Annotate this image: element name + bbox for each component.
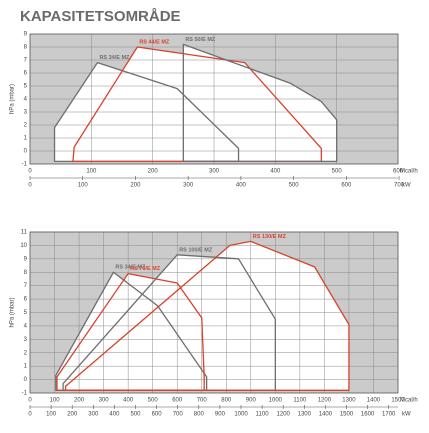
series-label: RS 44/E MZ: [139, 39, 170, 45]
x-tick-label: 0: [28, 398, 32, 404]
x2-tick-label: 500: [289, 183, 300, 189]
x-tick-label: 200: [74, 398, 85, 404]
series-label: RS 34/E MZ: [99, 55, 130, 61]
y-tick-label: 5: [24, 310, 28, 316]
x2-tick-label: 1000: [234, 412, 248, 418]
x2-tick-label: 1100: [256, 412, 270, 418]
x2-tick-label: 400: [109, 412, 120, 418]
capacity-curve: [64, 240, 350, 391]
area-fill: [65, 241, 349, 391]
y-tick-label: 10: [20, 243, 27, 249]
x2-tick-label: 800: [194, 412, 205, 418]
x-tick-label: 700: [197, 398, 208, 404]
plot-frame: [29, 231, 399, 394]
y-tick-label: -1: [22, 391, 28, 397]
series-label: RS 100/E MZ: [179, 247, 213, 253]
plot-frame: [29, 33, 399, 165]
y-tick-label: 2: [24, 350, 28, 356]
x2-tick-label: 0: [28, 412, 32, 418]
series-label: RS 130/E MZ: [253, 234, 287, 240]
y-tick-label: 0: [24, 377, 28, 383]
y-tick-label: 2: [24, 123, 28, 129]
x2-tick-label: 1300: [298, 412, 312, 418]
x-tick-label: 1000: [269, 398, 283, 404]
x2-tick-label: 200: [67, 412, 78, 418]
x-unit: Mcal/h: [400, 398, 418, 404]
y-tick-label: 7: [24, 283, 28, 289]
x-tick-label: 500: [148, 398, 159, 404]
y-tick-label: 9: [24, 256, 28, 262]
y-tick-label: 3: [24, 110, 28, 116]
x2-tick-label: 600: [341, 183, 352, 189]
x-tick-label: 500: [332, 169, 343, 175]
y-tick-label: 4: [24, 323, 28, 329]
series-label: RS 34/E MZ: [115, 265, 146, 271]
y-tick-label: 1: [24, 364, 28, 370]
y-axis-label: hPa (mbar): [10, 84, 16, 114]
capacity-curve: [182, 43, 338, 163]
x-tick-label: 300: [209, 169, 220, 175]
capacity-curve: [56, 272, 205, 391]
y-tick-label: 1: [24, 136, 28, 142]
y-tick-label: 0: [24, 149, 28, 155]
x2-unit: kW: [402, 412, 411, 418]
x-tick-label: 300: [99, 398, 110, 404]
x-tick-label: 900: [246, 398, 257, 404]
x2-tick-label: 300: [88, 412, 99, 418]
x-unit: Mcal/h: [400, 169, 418, 175]
x2-tick-label: 600: [152, 412, 163, 418]
series-label: RS 70/E MZ: [130, 266, 161, 272]
y-tick-label: 9: [24, 32, 28, 38]
x2-tick-label: 700: [173, 412, 184, 418]
x2-tick-label: 300: [183, 183, 194, 189]
x2-tick-label: 1200: [277, 412, 291, 418]
x-tick-label: 1500: [391, 398, 405, 404]
y-tick-label: 6: [24, 71, 28, 77]
x-tick-label: 800: [221, 398, 232, 404]
x-tick-label: 600: [172, 398, 183, 404]
x2-unit: kW: [402, 183, 411, 189]
y-tick-label: 5: [24, 84, 28, 90]
y-tick-label: 11: [21, 230, 28, 236]
y-tick-label: 6: [24, 297, 28, 303]
x-tick-label: 100: [50, 398, 61, 404]
x2-tick-label: 1600: [361, 412, 375, 418]
x2-tick-label: 0: [28, 183, 32, 189]
y-tick-label: 8: [24, 270, 28, 276]
series-label: RS 50/E MZ: [185, 37, 216, 43]
x-tick-label: 1100: [293, 398, 307, 404]
x2-tick-label: 1500: [340, 412, 354, 418]
x-tick-label: 0: [28, 169, 32, 175]
y-tick-label: 3: [24, 337, 28, 343]
y-axis-label: hPa (mbar): [10, 297, 16, 327]
x2-tick-label: 100: [46, 412, 57, 418]
x-tick-label: 1400: [367, 398, 381, 404]
x2-tick-label: 700: [394, 183, 405, 189]
x2-tick-label: 200: [130, 183, 141, 189]
x2-tick-label: 1700: [382, 412, 396, 418]
y-tick-label: 7: [24, 58, 28, 64]
y-tick-label: 4: [24, 97, 28, 103]
x-tick-label: 100: [86, 169, 97, 175]
x-tick-label: 1300: [342, 398, 356, 404]
x2-tick-label: 1400: [319, 412, 333, 418]
y-tick-label: -1: [22, 162, 28, 168]
page-title: KAPASITETSOMRÅDE: [20, 8, 181, 25]
x2-tick-label: 100: [78, 183, 89, 189]
x-tick-label: 1200: [318, 398, 332, 404]
x-tick-label: 600: [393, 169, 404, 175]
x2-tick-label: 400: [236, 183, 247, 189]
x-tick-label: 400: [123, 398, 134, 404]
x2-tick-label: 900: [215, 412, 226, 418]
x-tick-label: 200: [148, 169, 159, 175]
x2-tick-label: 500: [130, 412, 141, 418]
y-tick-label: 8: [24, 45, 28, 51]
x-tick-label: 400: [270, 169, 281, 175]
